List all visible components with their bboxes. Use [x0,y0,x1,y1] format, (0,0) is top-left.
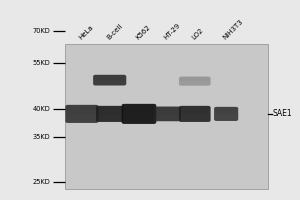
FancyBboxPatch shape [179,77,211,86]
Text: 55KD: 55KD [32,60,50,66]
FancyBboxPatch shape [154,107,181,121]
FancyBboxPatch shape [67,105,97,114]
Text: K562: K562 [135,24,152,40]
FancyBboxPatch shape [96,106,123,122]
FancyBboxPatch shape [215,107,237,114]
FancyBboxPatch shape [181,77,209,82]
FancyBboxPatch shape [155,107,179,114]
Text: B-cell: B-cell [105,22,123,40]
Text: 40KD: 40KD [32,106,50,112]
FancyBboxPatch shape [214,107,238,121]
Text: HeLa: HeLa [78,24,94,40]
Text: 35KD: 35KD [32,134,50,140]
Text: SAE1: SAE1 [272,109,292,118]
FancyBboxPatch shape [123,104,155,114]
Text: HT-29: HT-29 [163,22,182,40]
FancyBboxPatch shape [65,105,98,123]
Text: 25KD: 25KD [32,179,50,185]
FancyBboxPatch shape [94,75,125,81]
FancyBboxPatch shape [179,106,211,122]
FancyBboxPatch shape [122,104,156,124]
Text: NIH3T3: NIH3T3 [222,18,244,40]
Text: 70KD: 70KD [32,28,50,34]
Text: LO2: LO2 [190,27,204,40]
FancyBboxPatch shape [181,106,209,114]
FancyBboxPatch shape [98,106,122,114]
FancyBboxPatch shape [93,75,126,86]
Bar [65,44,268,189]
